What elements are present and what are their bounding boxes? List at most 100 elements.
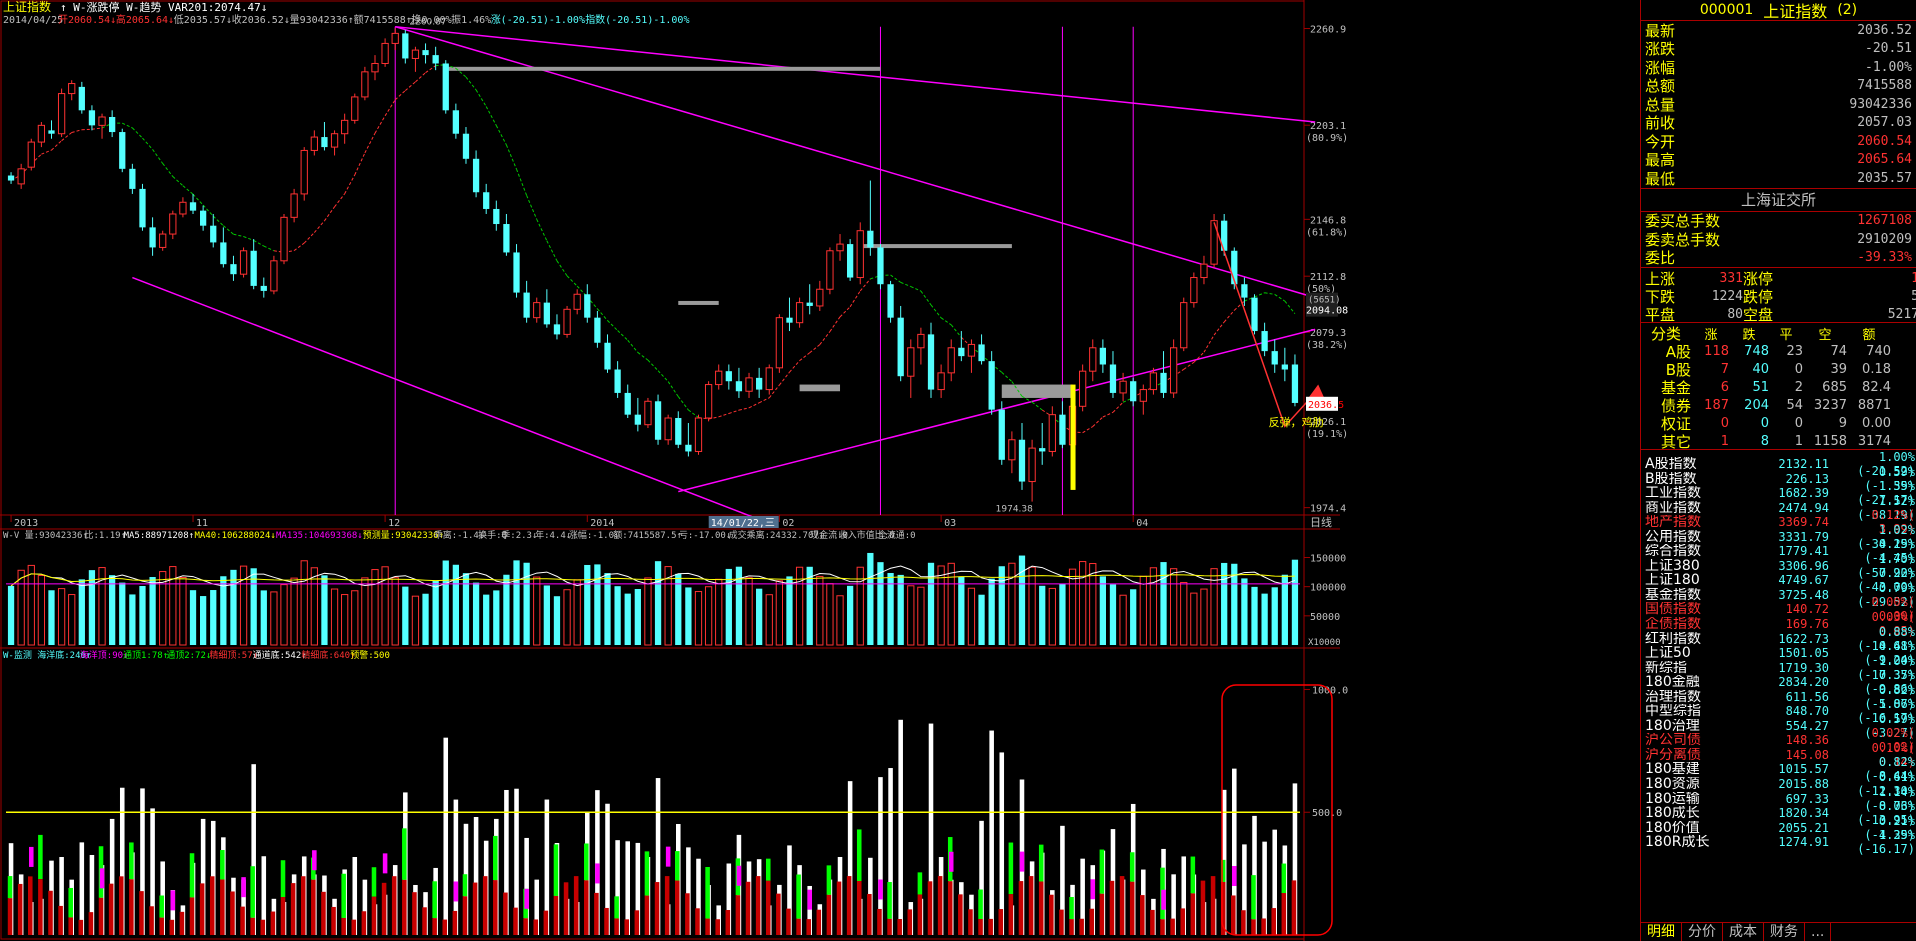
ma-segment xyxy=(1244,296,1255,302)
index-row[interactable]: 180成长 1820.34 0.76%(-13.95) xyxy=(1641,799,1916,827)
ohlc-item: 开2060.54↓ xyxy=(58,15,116,26)
quote-row: 最高 2065.64 xyxy=(1641,151,1916,169)
monitor-red-bar xyxy=(250,917,255,935)
index-row[interactable]: 180治理 554.27 0.59%(-3.27) xyxy=(1641,712,1916,740)
index-row[interactable]: 沪公司债 148.36 0.02%( 0.02) xyxy=(1641,726,1916,754)
index-row[interactable]: 公用指数 3331.79 1.02%(-34.19) xyxy=(1641,523,1916,551)
candle-body xyxy=(715,370,723,386)
monitor-white-bar xyxy=(443,737,449,935)
monitor-red-bar xyxy=(887,918,892,935)
index-row[interactable]: 沪分离债 145.08 0.10%( 0.14) xyxy=(1641,741,1916,769)
index-name: 上证380 xyxy=(1645,558,1700,573)
index-row[interactable]: 新综指 1719.30 1.00%(-17.37) xyxy=(1641,654,1916,682)
volume-bar xyxy=(462,573,470,645)
index-change: 0.59%(-1.35) xyxy=(1864,464,1915,493)
chart-area[interactable]: 上证指数 ↑ W-涨跌停 W-趋势 VAR201:2074.47↓ 2014/04/… xyxy=(0,0,1640,941)
index-value: 2015.88 xyxy=(1778,777,1829,792)
order-label: 委买总手数 xyxy=(1645,212,1721,231)
index-row[interactable]: B股指数 226.13 0.59%(-1.35) xyxy=(1641,465,1916,493)
index-row[interactable]: 地产指数 3369.74 0.12%( 3.99) xyxy=(1641,508,1916,536)
monitor-green-bar xyxy=(250,866,255,918)
index-list[interactable]: A股指数 2132.11 1.00%(-21.52) B股指数 226.13 0.59%(… xyxy=(1641,449,1916,856)
index-row[interactable]: 上证50 1501.05 0.61%(-9.24) xyxy=(1641,639,1916,667)
candle-body xyxy=(614,369,621,393)
index-name: 沪公司债 xyxy=(1645,733,1701,748)
index-row[interactable]: 商业指数 2474.94 1.52%(-38.19) xyxy=(1641,494,1916,522)
index-row[interactable]: 治理指数 611.56 0.82%(-5.06) xyxy=(1641,683,1916,711)
index-row[interactable]: 企债指数 169.76 0.03%( 0.05) xyxy=(1641,610,1916,638)
index-change: 1.59%(-27.17) xyxy=(1857,479,1915,508)
order-row: 委比 -39.33% xyxy=(1641,249,1916,267)
breadth-value: 5 xyxy=(1911,289,1916,304)
category-header-cell: 分类 xyxy=(1650,325,1681,343)
index-name: B股指数 xyxy=(1645,471,1697,486)
tab-1[interactable]: 分价 xyxy=(1682,923,1723,941)
index-row[interactable]: 中型综指 848.70 1.87%(-16.17) xyxy=(1641,697,1916,725)
monitor-red-bar xyxy=(644,895,650,935)
index-row[interactable]: 国债指数 140.72 0.00%( 0.00) xyxy=(1641,595,1916,623)
index-row[interactable]: 180运输 697.33 1.14%(-8.03) xyxy=(1641,785,1916,813)
index-row[interactable]: 上证180 4749.67 0.90%(-43.00) xyxy=(1641,566,1916,594)
category-empty: 685 xyxy=(1822,380,1847,395)
chart-title: 上证指数 xyxy=(3,0,51,14)
category-flat: 1 xyxy=(1794,434,1803,449)
y-tick-label: 2079.3 xyxy=(1310,328,1346,339)
index-row[interactable]: 上证380 3306.96 1.70%(-57.22) xyxy=(1641,552,1916,580)
monitor-red-bar xyxy=(634,910,640,935)
category-name: 债券 xyxy=(1660,397,1691,415)
tab-3[interactable]: 财务 xyxy=(1764,923,1805,941)
volume-bar xyxy=(422,593,429,645)
monitor-red-bar xyxy=(482,876,488,935)
index-row[interactable]: 红利指数 1622.73 0.88%(-14.48) xyxy=(1641,625,1916,653)
category-name: B股 xyxy=(1665,361,1691,379)
ma-segment xyxy=(1264,292,1275,295)
volume-legend-item: MA135:104693368↓ xyxy=(276,531,363,541)
index-row[interactable]: 工业指数 1682.39 1.59%(-27.17) xyxy=(1641,479,1916,507)
volume-bar xyxy=(411,595,420,646)
volume-bar xyxy=(78,579,85,645)
monitor-red-bar xyxy=(493,880,498,935)
monitor-red-bar xyxy=(169,919,175,935)
category-up: 7 xyxy=(1720,362,1729,377)
candle-body xyxy=(1089,347,1097,372)
candle-body xyxy=(1241,284,1248,298)
monitor-red-bar xyxy=(968,909,973,935)
volume-bar xyxy=(998,566,1005,645)
candle-body xyxy=(432,55,439,64)
index-name: 180资源 xyxy=(1645,777,1700,792)
tab-2[interactable]: 成本 xyxy=(1723,923,1764,941)
volume-bar xyxy=(230,569,237,645)
monitor-magenta-bar xyxy=(665,846,671,867)
index-name: 180金融 xyxy=(1645,675,1700,690)
index-row[interactable]: 180价值 2055.21 0.21%(-4.39) xyxy=(1641,814,1916,842)
volume-bar xyxy=(1068,568,1077,646)
candle-body xyxy=(159,233,167,248)
category-empty: 9 xyxy=(1838,416,1847,431)
index-row[interactable]: 180资源 2015.88 0.61%(-12.30) xyxy=(1641,770,1916,798)
index-row[interactable]: 180R成长 1274.91 1.25%(-16.17) xyxy=(1641,828,1916,856)
monitor-red-bar xyxy=(240,906,245,935)
volume-legend-item: 季:2.3↓ xyxy=(501,529,537,541)
tab-4[interactable]: ... xyxy=(1805,923,1832,941)
index-row[interactable]: 综合指数 1779.41 0.25%(-4.45) xyxy=(1641,537,1916,565)
index-row[interactable]: 180基建 1015.57 0.82%(-8.44) xyxy=(1641,755,1916,783)
volume-bar xyxy=(452,564,460,645)
chart-svg[interactable]: 上证指数 ↑ W-涨跌停 W-趋势 VAR201:2074.47↓2014/04/… xyxy=(0,0,1640,941)
monitor-white-bar xyxy=(888,768,893,935)
index-name: A股指数 xyxy=(1645,457,1697,471)
candle-body xyxy=(210,225,217,243)
bar-date: 2014/04/25 xyxy=(3,15,63,26)
index-row[interactable]: A股指数 2132.11 1.00%(-21.52) xyxy=(1641,450,1916,478)
index-row[interactable]: 180金融 2834.20 0.35%(-9.86) xyxy=(1641,668,1916,696)
candle-body xyxy=(1008,439,1016,461)
tab-0[interactable]: 明细 xyxy=(1641,923,1682,941)
ma-segment xyxy=(870,275,881,280)
index-row[interactable]: 基金指数 3725.48 0.79%(-29.52) xyxy=(1641,581,1916,609)
volume-bar xyxy=(1291,559,1299,645)
candle-body xyxy=(806,302,813,306)
candle-body xyxy=(290,193,298,218)
monitor-red-bar xyxy=(573,876,579,935)
volume-bar xyxy=(624,593,631,645)
y-tick-label: 2112.8 xyxy=(1310,272,1346,283)
monitor-green-bar xyxy=(705,867,710,919)
